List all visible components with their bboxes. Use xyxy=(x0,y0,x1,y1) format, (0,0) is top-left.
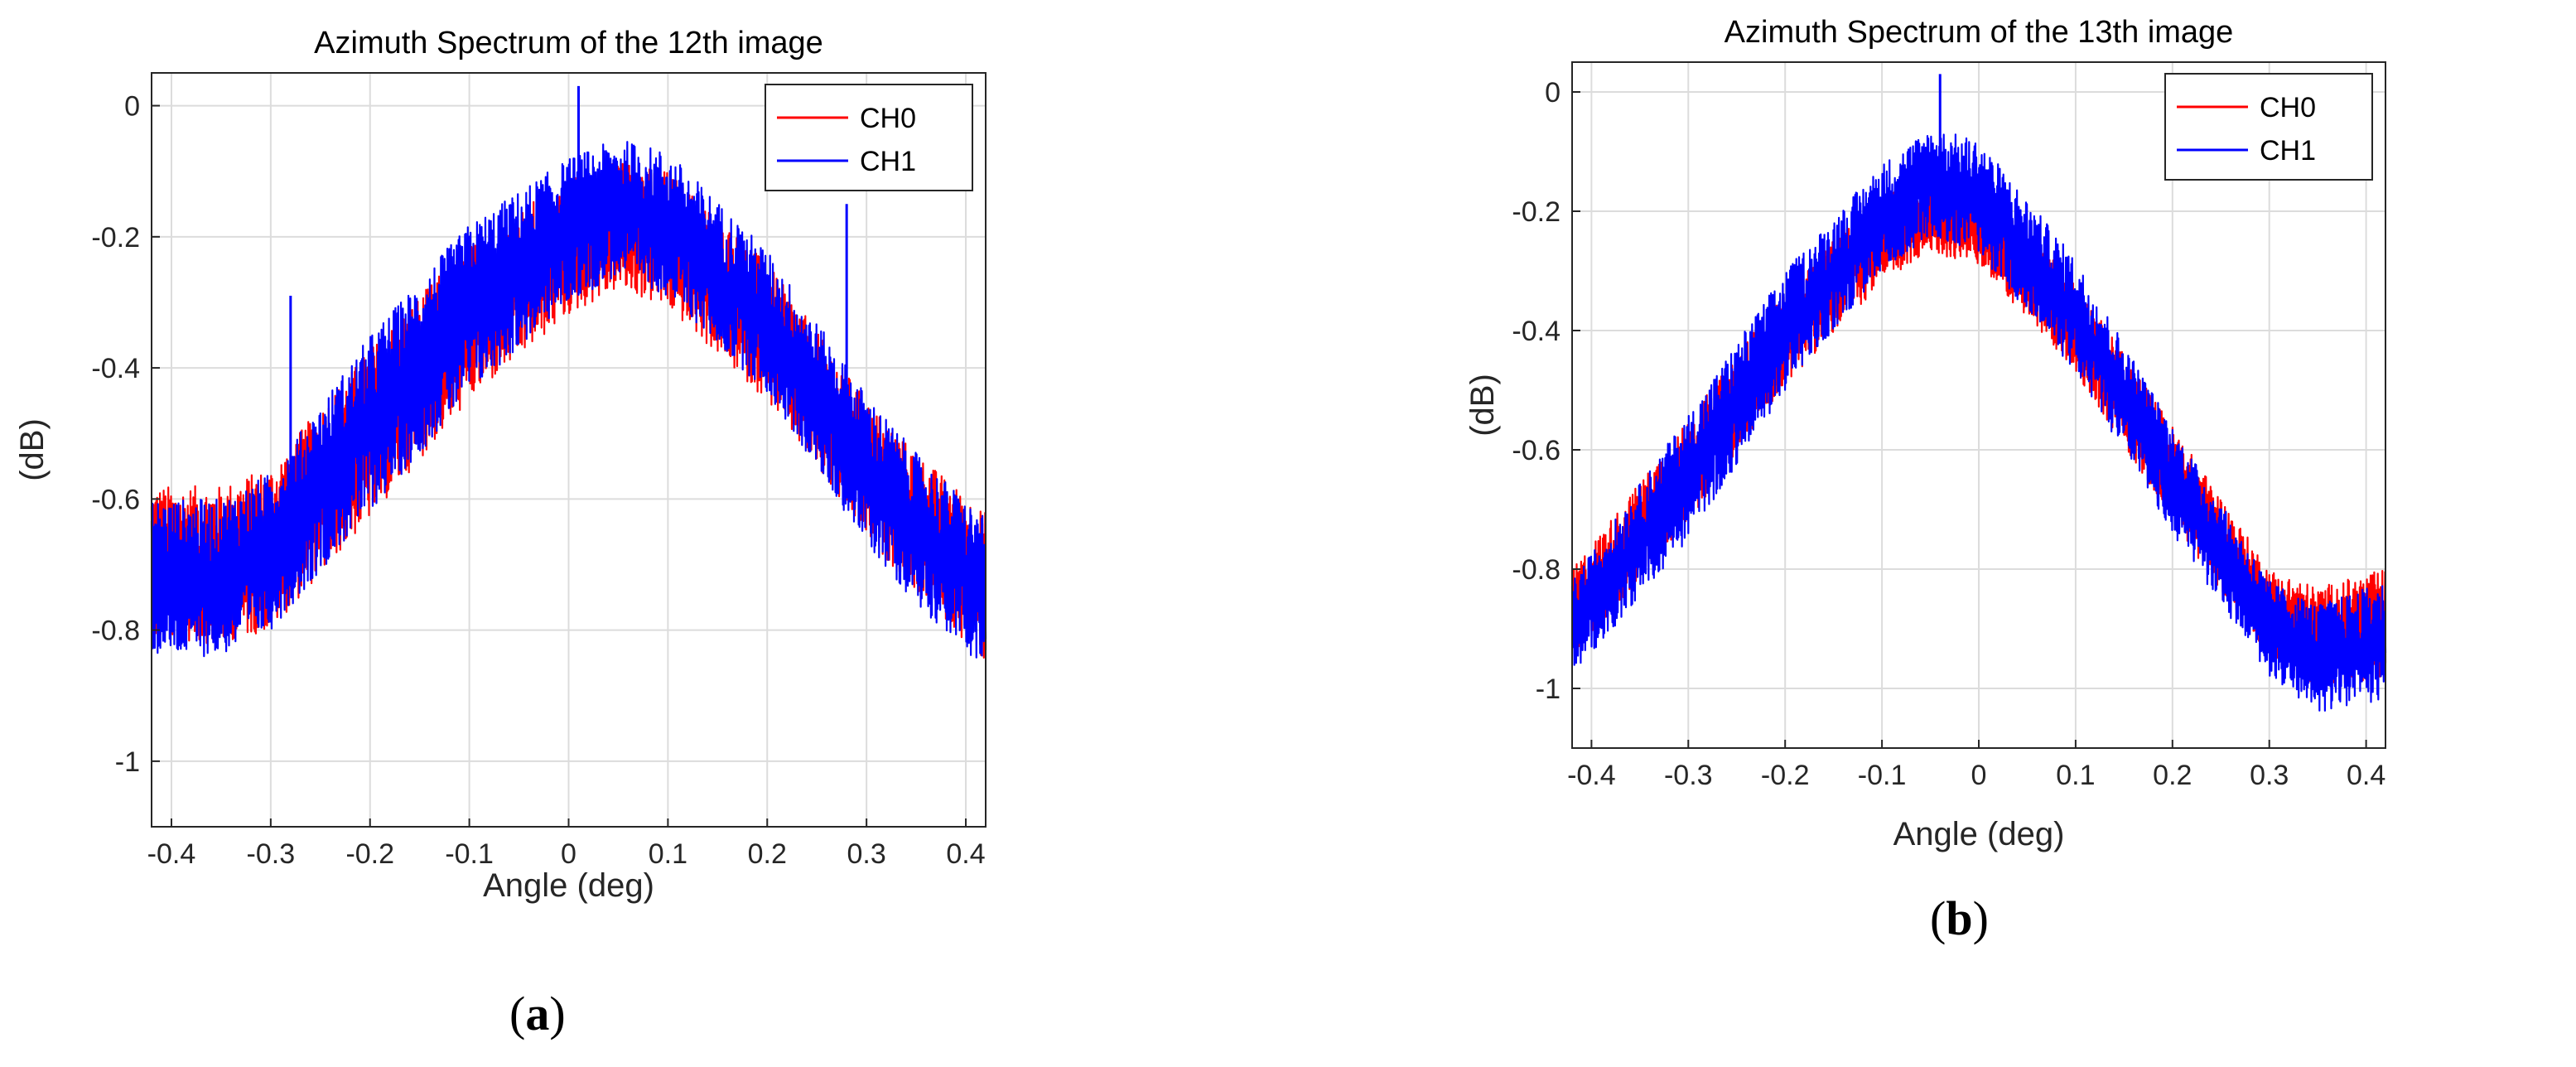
y-tick-label: -0.2 xyxy=(1512,196,1561,228)
chart-a: -0.4 -0.3 -0.2 -0.1 0 0.1 0.2 0.3 0.4 0 -0.2 -0.4 -0… xyxy=(14,26,987,904)
legend-label-ch1: CH1 xyxy=(2260,135,2316,167)
y-tick-label: 0 xyxy=(124,91,140,123)
x-tick-label: -0.3 xyxy=(1664,760,1713,791)
y-tick-label: -0.2 xyxy=(91,222,140,253)
x-tick-label: 0.3 xyxy=(847,838,886,870)
x-tick-label: -0.2 xyxy=(345,838,394,870)
x-tick-label: 0 xyxy=(1971,760,1987,791)
y-axis-label: (dB) xyxy=(14,418,51,481)
y-tick-label: -0.4 xyxy=(91,353,140,384)
y-tick-label: 0 xyxy=(1545,77,1561,109)
legend-label-ch1: CH1 xyxy=(860,146,916,177)
x-tick-label: 0.2 xyxy=(2153,760,2192,791)
x-tick-label: 0.1 xyxy=(649,838,687,870)
x-tick-label: -0.1 xyxy=(1858,760,1907,791)
x-tick-label: -0.1 xyxy=(445,838,494,870)
chart-title: Azimuth Spectrum of the 13th image xyxy=(1725,15,2234,50)
legend-label-ch0: CH0 xyxy=(2260,92,2316,123)
chart-title: Azimuth Spectrum of the 12th image xyxy=(314,26,823,60)
x-tick-label: 0.1 xyxy=(2056,760,2095,791)
x-tick-label: -0.4 xyxy=(1567,760,1616,791)
x-axis-label: Angle (deg) xyxy=(483,867,654,904)
y-tick-label: -0.6 xyxy=(91,484,140,515)
panel-label-a: (a) xyxy=(509,987,566,1040)
x-tick-label: 0.4 xyxy=(2347,760,2385,791)
x-axis-label: Angle (deg) xyxy=(1893,816,2065,852)
legend-box xyxy=(2164,73,2373,181)
x-tick-label: 0.2 xyxy=(748,838,787,870)
x-tick-label: -0.4 xyxy=(147,838,196,870)
y-axis-label: (dB) xyxy=(1464,374,1501,437)
legend-label-ch0: CH0 xyxy=(860,103,916,134)
chart-b: -0.4 -0.3 -0.2 -0.1 0 0.1 0.2 0.3 0.4 0 -0.2 -0.4 -0… xyxy=(1464,15,2387,852)
x-tick-label: -0.3 xyxy=(247,838,296,870)
x-tick-label: 0 xyxy=(561,838,576,870)
y-tick-label: -0.8 xyxy=(91,616,140,647)
x-tick-label: 0.3 xyxy=(2250,760,2289,791)
panel-label-b: (b) xyxy=(1930,891,1989,945)
y-tick-label: -1 xyxy=(1536,674,1561,705)
legend-box xyxy=(765,84,973,191)
x-tick-label: -0.2 xyxy=(1761,760,1810,791)
series-ch1 xyxy=(1570,133,2387,712)
y-tick-label: -0.8 xyxy=(1512,554,1561,586)
y-tick-label: -0.4 xyxy=(1512,316,1561,347)
y-tick-label: -0.6 xyxy=(1512,435,1561,466)
x-tick-label: 0.4 xyxy=(946,838,985,870)
y-tick-label: -1 xyxy=(115,746,140,778)
